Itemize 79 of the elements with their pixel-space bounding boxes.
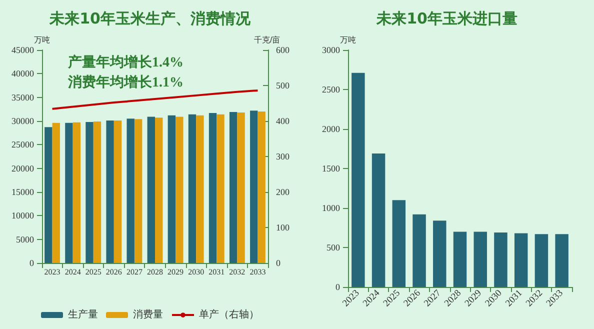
x-tick-label: 2025	[85, 268, 102, 276]
bar	[372, 153, 386, 287]
y2-tick-label: 100	[276, 222, 290, 232]
bar	[352, 72, 365, 287]
y-tick-label: 3000	[322, 45, 340, 55]
y-tick-label: 0	[30, 258, 34, 268]
y-axis-title: 万吨	[34, 36, 50, 44]
chart-title: 未来10年玉米进口量	[376, 10, 518, 28]
bar	[134, 119, 142, 263]
legend-label: 消费量	[133, 308, 163, 320]
bar	[126, 118, 134, 263]
y2-tick-label: 0	[276, 258, 281, 268]
line-series	[51, 89, 259, 110]
bar	[188, 114, 196, 263]
y-tick-label: 2500	[322, 84, 340, 94]
bar	[208, 112, 217, 263]
bar	[147, 116, 155, 263]
bar	[534, 234, 548, 287]
y-tick-label: 30000	[12, 116, 34, 126]
x-tick-label: 2029	[168, 268, 184, 276]
y-tick-label: 1000	[322, 203, 340, 213]
y-tick-label: 1500	[322, 164, 340, 174]
x-tick-label: 2023	[44, 268, 60, 276]
legend-label: 单产（右轴）	[199, 308, 259, 320]
y2-axis-title: 千克/亩	[254, 36, 280, 44]
y-tick-label: 0	[336, 282, 340, 292]
bar	[216, 114, 224, 263]
bar	[474, 232, 487, 287]
x-tick-label: 2030	[188, 268, 204, 276]
y-tick-label: 15000	[12, 187, 34, 197]
y2-tick-label: 300	[276, 152, 290, 162]
y-tick-label: 10000	[12, 210, 34, 221]
y-tick-label: 2000	[322, 124, 340, 134]
bar	[155, 118, 163, 263]
annotation: 消费年均增长1.1%	[67, 74, 184, 90]
bar	[494, 232, 508, 287]
legend-label: 生产量	[68, 308, 98, 320]
bar	[433, 220, 446, 287]
x-tick-label: 2027	[126, 268, 142, 276]
bar	[258, 112, 266, 263]
y-tick-label: 25000	[12, 140, 34, 150]
bar	[555, 234, 568, 287]
bar	[196, 115, 204, 263]
y-tick-label: 35000	[12, 92, 34, 102]
x-tick-label: 2033	[250, 268, 266, 276]
y-tick-label: 45000	[12, 45, 34, 55]
y-tick-label: 5000	[16, 234, 34, 244]
bar	[392, 200, 406, 287]
bar	[72, 122, 81, 263]
bar	[52, 122, 60, 263]
chart-title: 未来10年玉米生产、消费情况	[48, 10, 252, 28]
x-tick-label: 2032	[229, 268, 246, 276]
x-tick-label: 2026	[106, 268, 122, 276]
y2-tick-label: 600	[276, 45, 290, 55]
bar	[176, 116, 184, 263]
x-tick-label: 2024	[64, 268, 81, 276]
bar	[114, 120, 122, 263]
bar	[250, 110, 258, 263]
bar	[237, 112, 245, 263]
bar	[412, 214, 426, 287]
y-tick-label: 20000	[12, 163, 34, 174]
x-tick-label: 2031	[208, 268, 225, 276]
bar	[65, 122, 73, 263]
bar	[453, 232, 467, 287]
annotation: 产量年均增长1.4%	[67, 54, 184, 70]
bar	[514, 233, 528, 287]
y2-tick-label: 500	[276, 80, 290, 90]
bar	[106, 120, 114, 263]
x-tick-label: 2028	[147, 268, 163, 276]
y2-tick-label: 200	[276, 187, 290, 197]
bar	[44, 127, 52, 263]
bar	[168, 115, 176, 263]
y-axis-title: 万吨	[340, 36, 356, 44]
bar	[93, 121, 102, 263]
y-tick-label: 500	[326, 242, 340, 252]
y-tick-label: 40000	[12, 68, 34, 79]
bar	[86, 122, 94, 263]
bar	[229, 112, 238, 263]
y2-tick-label: 400	[276, 116, 290, 126]
